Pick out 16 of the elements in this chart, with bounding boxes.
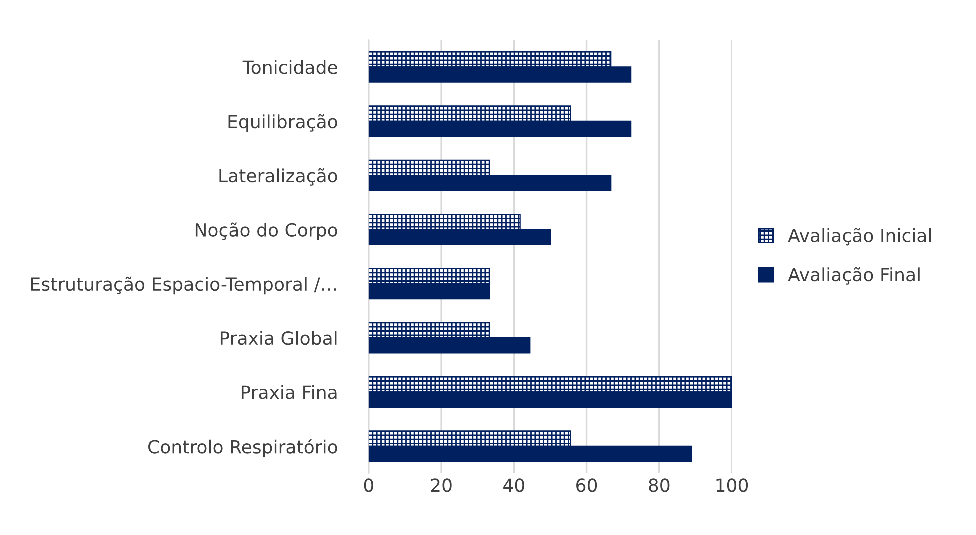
y-tick-label: Controlo Respiratório	[148, 439, 338, 458]
legend-label: Avaliação Inicial	[788, 228, 932, 246]
y-tick-label: Tonicidade	[242, 60, 338, 74]
y-tick-label: Praxia Global	[220, 331, 337, 346]
y-tick-label: Noção do Corpo	[196, 222, 338, 240]
y-tick-label: Lateralização	[220, 168, 338, 186]
x-tick-label: 100	[716, 478, 748, 492]
x-tick-label: 40	[504, 478, 524, 492]
y-tick-label: Praxia Fina	[242, 385, 337, 400]
y-tick-label: Estruturação Espacio-Temporal /…	[32, 276, 336, 295]
y-tick-label: Equilibração	[228, 114, 338, 132]
x-tick-label: 60	[576, 478, 598, 492]
x-tick-label: 80	[649, 478, 670, 492]
x-tick-label: 20	[431, 478, 452, 492]
legend-label: Avaliação Final	[788, 267, 920, 285]
x-tick-label: 0	[364, 478, 374, 492]
